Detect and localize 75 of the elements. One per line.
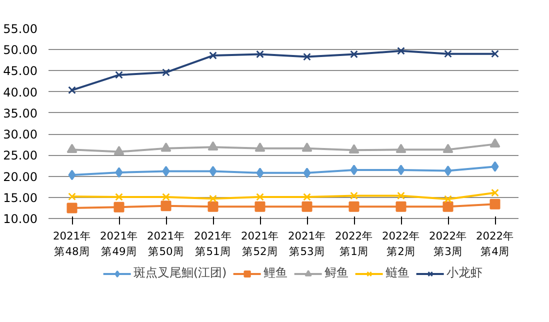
x-tick-label: 2021年第53周: [288, 230, 326, 258]
point: [444, 195, 452, 204]
point: [442, 144, 454, 154]
point: [444, 50, 452, 58]
point: [444, 166, 452, 176]
x-tick-label: 2021年第50周: [146, 230, 186, 258]
point: [303, 168, 311, 178]
point: [491, 50, 499, 58]
y-tick-label: 20.00: [3, 170, 38, 184]
point: [114, 146, 124, 156]
point: [68, 170, 76, 180]
point: [160, 142, 172, 152]
point: [442, 201, 454, 212]
point: [350, 192, 358, 200]
point: [302, 201, 312, 212]
point: [302, 142, 312, 152]
point: [350, 164, 358, 176]
point: [254, 142, 266, 152]
x-tick-label: 2022年第1周: [334, 230, 374, 258]
x-tick-label: 2022年第2周: [382, 230, 420, 258]
y-tick-label: 25.00: [3, 148, 38, 163]
point: [68, 86, 76, 94]
y-tick-label: 50.00: [3, 43, 38, 58]
point: [66, 202, 78, 214]
point: [303, 52, 311, 61]
x-tick-label: 2021年第52周: [240, 230, 280, 258]
point: [491, 161, 499, 172]
point: [208, 201, 218, 212]
point: [303, 193, 311, 201]
point: [209, 52, 217, 60]
y-tick-label: 15.00: [3, 190, 38, 205]
point: [396, 144, 406, 154]
point: [256, 50, 264, 58]
point: [115, 193, 123, 201]
point: [397, 164, 405, 176]
point: [115, 167, 123, 178]
y-tick-label: 35.00: [3, 106, 38, 120]
point: [348, 201, 360, 212]
point: [254, 201, 266, 212]
point: [114, 202, 124, 212]
point: [209, 166, 217, 176]
point: [68, 192, 76, 200]
point: [162, 166, 170, 176]
point: [490, 198, 500, 210]
point: [160, 200, 172, 212]
point: [256, 168, 264, 178]
legend-label: 斑点叉尾鮰(江团): [133, 264, 227, 282]
point: [397, 192, 405, 200]
x-tick-label: 2022年第4周: [476, 230, 514, 258]
point: [162, 68, 170, 76]
point: [396, 201, 406, 212]
legend-label: 鲤鱼: [264, 264, 288, 282]
legend-label: 鲟鱼: [324, 264, 349, 282]
x-tick-label: 2021年第49周: [100, 230, 138, 258]
legend-label: 鲢鱼: [386, 264, 410, 282]
point: [256, 193, 264, 201]
x-tick-label: 2022年第3周: [428, 230, 468, 258]
point: [208, 141, 218, 150]
y-tick-label: 10.00: [3, 212, 38, 226]
y-tick-label: 40.00: [3, 85, 38, 100]
point: [66, 144, 78, 154]
x-tick-label: 2021年第48周: [52, 230, 92, 258]
y-tick-label: 55.00: [3, 22, 38, 36]
y-tick-label: 30.00: [3, 128, 38, 142]
point: [348, 144, 360, 154]
x-tick-label: 2021年第51周: [194, 230, 232, 258]
y-tick-label: 45.00: [3, 64, 38, 78]
point: [209, 194, 217, 203]
point: [350, 50, 358, 58]
point: [162, 193, 170, 201]
point: [490, 138, 500, 148]
point: [115, 71, 123, 79]
point: [491, 188, 499, 197]
legend-label: 小龙虾: [446, 264, 483, 282]
point: [397, 46, 405, 55]
